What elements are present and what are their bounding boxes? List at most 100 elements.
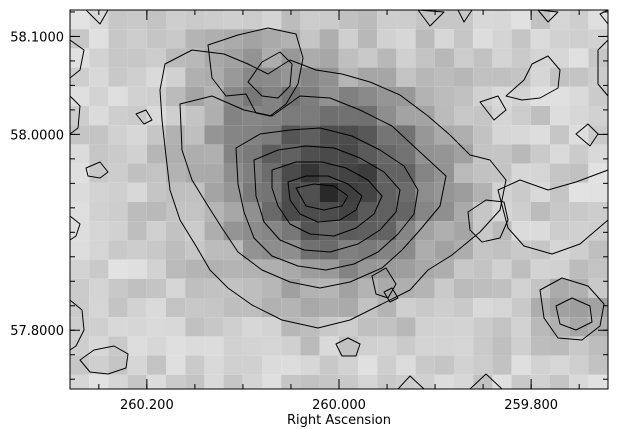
heatmap-cell xyxy=(569,355,589,375)
heatmap-cell xyxy=(358,67,378,87)
heatmap-cell xyxy=(511,163,531,183)
heatmap-cell xyxy=(415,317,435,337)
heatmap-cell xyxy=(530,374,550,389)
heatmap-cell xyxy=(434,29,454,49)
heatmap-cell xyxy=(223,355,243,375)
heatmap-cell xyxy=(588,278,608,298)
heatmap-cell xyxy=(569,182,589,202)
heatmap-cell xyxy=(358,163,378,183)
heatmap-cell xyxy=(127,259,147,279)
heatmap-cell xyxy=(454,374,474,389)
heatmap-cell xyxy=(89,240,109,260)
heatmap-cell xyxy=(415,202,435,222)
heatmap-cell xyxy=(569,202,589,222)
heatmap-cell xyxy=(223,106,243,126)
heatmap-cell xyxy=(262,259,282,279)
heatmap-cell xyxy=(204,221,224,241)
heatmap-cell xyxy=(223,259,243,279)
heatmap-cell xyxy=(281,240,301,260)
heatmap-cell xyxy=(530,67,550,87)
heatmap-cell xyxy=(415,278,435,298)
heatmap-cell xyxy=(338,202,358,222)
heatmap-cell xyxy=(223,298,243,318)
heatmap-cell xyxy=(166,336,186,356)
heatmap-cell xyxy=(377,355,397,375)
heatmap-cell xyxy=(511,125,531,145)
heatmap-cell xyxy=(146,144,166,164)
heatmap-cell xyxy=(204,298,224,318)
heatmap-cell xyxy=(300,48,320,68)
heatmap-cell xyxy=(242,240,262,260)
heatmap-cell xyxy=(127,10,147,30)
heatmap-cell xyxy=(454,106,474,126)
heatmap-cell xyxy=(338,336,358,356)
heatmap-cell xyxy=(550,336,570,356)
heatmap-cell xyxy=(242,278,262,298)
heatmap-cell xyxy=(415,355,435,375)
heatmap-cell xyxy=(358,182,378,202)
heatmap-cell xyxy=(262,336,282,356)
heatmap-cell xyxy=(434,298,454,318)
heatmap-cell xyxy=(473,374,493,389)
heatmap-cell xyxy=(511,278,531,298)
x-axis-label: Right Ascension xyxy=(287,413,391,428)
heatmap-cell xyxy=(377,298,397,318)
heatmap-cell xyxy=(415,125,435,145)
heatmap-cell xyxy=(204,163,224,183)
heatmap-cell xyxy=(281,163,301,183)
heatmap-cell xyxy=(108,374,128,389)
heatmap-cell xyxy=(454,298,474,318)
heatmap-cell xyxy=(569,163,589,183)
heatmap-cell xyxy=(127,355,147,375)
heatmap-cell xyxy=(473,317,493,337)
heatmap-cell xyxy=(127,29,147,49)
heatmap-cell xyxy=(223,221,243,241)
heatmap-cell xyxy=(511,355,531,375)
heatmap-cell xyxy=(338,106,358,126)
heatmap-cell xyxy=(70,221,90,241)
heatmap-cell xyxy=(242,182,262,202)
heatmap-cell xyxy=(204,106,224,126)
heatmap-cell xyxy=(473,125,493,145)
heatmap-cell xyxy=(242,202,262,222)
heatmap-cell xyxy=(70,10,90,30)
heatmap-cell xyxy=(473,10,493,30)
heatmap-cell xyxy=(70,259,90,279)
heatmap-cell xyxy=(146,202,166,222)
heatmap-cell xyxy=(242,163,262,183)
heatmap-cell xyxy=(377,336,397,356)
heatmap-cell xyxy=(223,29,243,49)
heatmap-cell xyxy=(89,202,109,222)
heatmap-cell xyxy=(511,48,531,68)
heatmap-cell xyxy=(262,10,282,30)
heatmap-cell xyxy=(300,298,320,318)
heatmap-cell xyxy=(530,86,550,106)
heatmap-cell xyxy=(70,355,90,375)
heatmap-cell xyxy=(396,86,416,106)
heatmap-cell xyxy=(185,298,205,318)
heatmap-cell xyxy=(108,163,128,183)
heatmap-cell xyxy=(262,240,282,260)
heatmap-cell xyxy=(108,86,128,106)
heatmap-cell xyxy=(415,259,435,279)
heatmap-cell xyxy=(146,221,166,241)
heatmap-cell xyxy=(530,298,550,318)
heatmap-cell xyxy=(281,125,301,145)
heatmap-cell xyxy=(185,163,205,183)
heatmap-cell xyxy=(281,10,301,30)
heatmap-cell xyxy=(569,106,589,126)
heatmap-cell xyxy=(319,106,339,126)
contour-lines xyxy=(69,9,609,390)
heatmap-cell xyxy=(281,106,301,126)
heatmap-cell xyxy=(358,48,378,68)
heatmap-cell xyxy=(146,29,166,49)
heatmap-cell xyxy=(569,317,589,337)
heatmap-cell xyxy=(454,182,474,202)
heatmap-cell xyxy=(319,48,339,68)
heatmap-cell xyxy=(127,163,147,183)
heatmap-cell xyxy=(473,144,493,164)
heatmap-cell xyxy=(434,106,454,126)
heatmap-cell xyxy=(473,259,493,279)
heatmap-cell xyxy=(166,163,186,183)
heatmap-cell xyxy=(89,29,109,49)
